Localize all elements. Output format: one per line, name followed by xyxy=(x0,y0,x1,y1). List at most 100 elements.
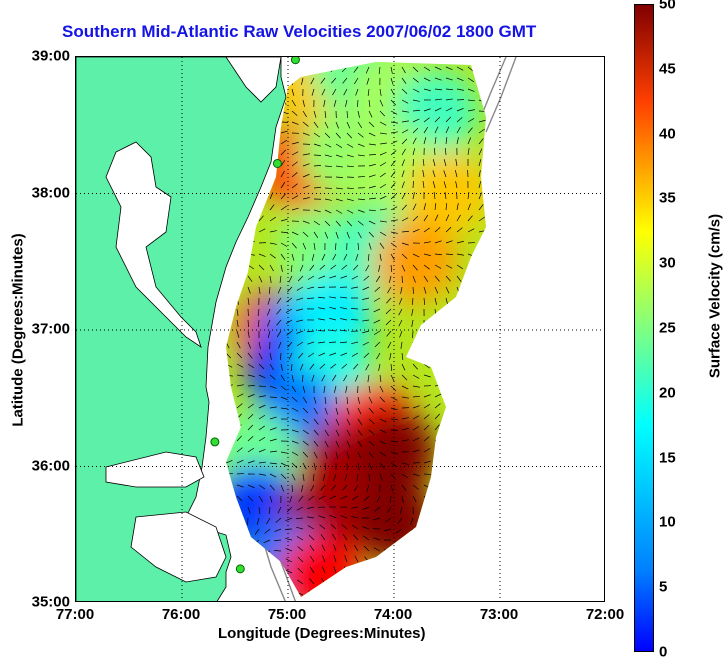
velocity-arrow xyxy=(490,78,493,84)
velocity-arrow xyxy=(474,529,479,534)
velocity-arrow xyxy=(489,276,490,283)
velocity-arrow xyxy=(446,460,452,463)
velocity-arrow xyxy=(441,551,446,556)
velocity-arrow xyxy=(457,364,463,368)
velocity-arrow xyxy=(462,551,468,554)
velocity-arrow xyxy=(490,375,494,381)
velocity-arrow xyxy=(446,320,447,327)
velocity-arrow xyxy=(435,342,438,348)
velocity-arrow xyxy=(490,182,494,188)
velocity-arrow xyxy=(384,550,391,551)
velocity-arrow xyxy=(476,518,479,524)
velocity-arrow xyxy=(395,562,402,563)
velocity-arrow xyxy=(253,551,259,554)
velocity-arrow xyxy=(433,529,435,536)
velocity-arrow xyxy=(226,414,231,419)
velocity-arrow xyxy=(486,320,490,325)
velocity-arrow xyxy=(477,320,479,327)
velocity-arrow xyxy=(457,404,463,408)
map-plot-area xyxy=(75,56,605,602)
velocity-arrow xyxy=(254,595,259,600)
velocity-arrow xyxy=(483,595,490,597)
velocity-arrow xyxy=(490,485,493,491)
velocity-arrow xyxy=(468,375,474,378)
velocity-arrow xyxy=(237,241,244,243)
velocity-arrow xyxy=(237,276,242,281)
velocity-arrow xyxy=(462,562,468,565)
velocity-arrow xyxy=(232,551,237,556)
velocity-arrow xyxy=(446,403,451,408)
velocity-arrow xyxy=(374,581,380,584)
velocity-arrow xyxy=(456,518,457,525)
velocity-arrow xyxy=(435,460,441,463)
velocity-arrow xyxy=(384,595,391,596)
velocity-arrow xyxy=(446,364,452,367)
velocity-arrow xyxy=(446,425,450,430)
velocity-arrow xyxy=(452,551,457,556)
velocity-arrow xyxy=(464,529,468,535)
velocity-arrow xyxy=(468,474,475,475)
velocity-arrow xyxy=(457,385,464,386)
velocity-arrow xyxy=(486,309,490,314)
velocity-arrow xyxy=(435,353,440,358)
velocity-arrow xyxy=(479,386,486,388)
colorbar-tick-label: 30 xyxy=(659,255,676,272)
velocity-arrow xyxy=(457,496,462,501)
velocity-arrow xyxy=(457,461,464,463)
velocity-arrow xyxy=(472,562,479,563)
colorbar-tick-label: 15 xyxy=(659,449,676,466)
velocity-arrow xyxy=(424,342,426,349)
velocity-arrow xyxy=(490,140,496,144)
velocity-arrow xyxy=(435,448,441,452)
velocity-arrow xyxy=(232,562,237,567)
velocity-arrow xyxy=(270,170,272,177)
velocity-arrow xyxy=(479,353,481,360)
velocity-arrow xyxy=(473,595,479,599)
velocity-arrow xyxy=(476,309,479,316)
velocity-arrow xyxy=(489,353,490,360)
velocity-arrow xyxy=(248,228,254,232)
velocity-arrow xyxy=(453,540,457,545)
velocity-arrow xyxy=(490,232,497,233)
velocity-arrow xyxy=(264,595,270,599)
velocity-arrow xyxy=(457,331,458,338)
velocity-arrow xyxy=(479,474,485,477)
velocity-arrow xyxy=(457,485,463,488)
velocity-arrow xyxy=(374,569,380,573)
velocity-arrow xyxy=(479,417,486,419)
velocity-arrow xyxy=(453,595,457,601)
velocity-arrow xyxy=(226,507,229,513)
velocity-arrow xyxy=(301,67,303,74)
velocity-arrow xyxy=(226,436,231,441)
velocity-arrow xyxy=(490,452,497,453)
map-canvas xyxy=(76,57,605,602)
velocity-arrow xyxy=(435,331,437,338)
velocity-arrow xyxy=(423,518,424,525)
velocity-arrow xyxy=(490,408,497,409)
velocity-arrow xyxy=(473,540,479,543)
colorbar-gradient xyxy=(635,5,653,651)
velocity-arrow xyxy=(490,160,494,166)
velocity-arrow xyxy=(468,507,469,514)
velocity-arrow xyxy=(364,568,369,573)
colorbar-tick-label: 10 xyxy=(659,514,676,531)
velocity-arrow xyxy=(485,518,490,523)
velocity-arrow xyxy=(395,584,402,586)
velocity-arrow xyxy=(442,540,446,546)
velocity-arrow xyxy=(243,551,248,556)
velocity-arrow xyxy=(451,573,457,577)
velocity-arrow xyxy=(490,397,497,400)
velocity-arrow xyxy=(490,463,496,466)
velocity-arrow xyxy=(243,584,248,589)
velocity-arrow xyxy=(274,595,281,597)
velocity-arrow xyxy=(245,529,248,535)
velocity-arrow xyxy=(457,375,464,377)
velocity-arrow xyxy=(353,590,358,595)
velocity-arrow xyxy=(479,78,484,83)
velocity-arrow xyxy=(424,353,428,359)
velocity-arrow xyxy=(274,572,281,573)
velocity-arrow xyxy=(457,414,462,419)
velocity-arrow xyxy=(451,562,457,566)
velocity-arrow xyxy=(384,560,391,562)
velocity-arrow xyxy=(462,584,468,588)
